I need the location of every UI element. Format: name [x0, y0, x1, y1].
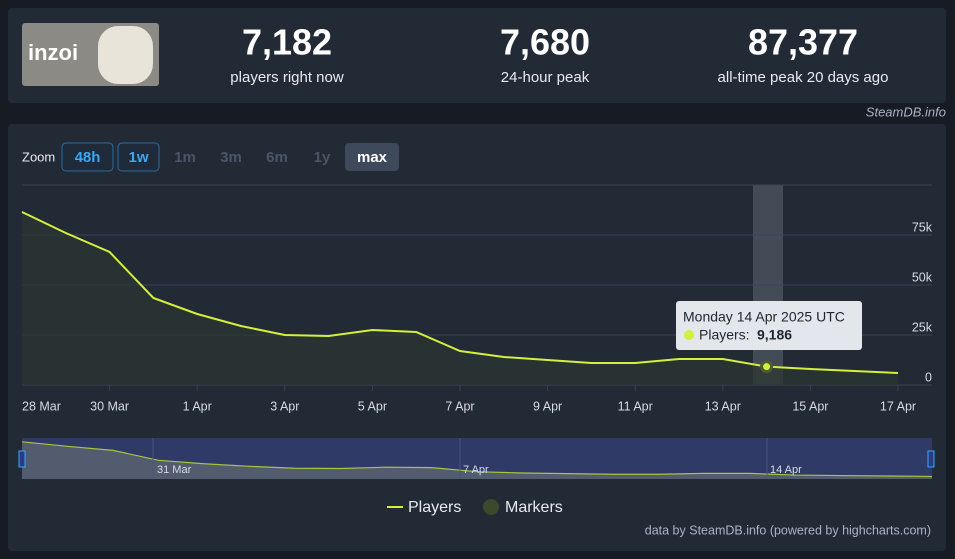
- y-tick-label: 25k: [912, 320, 933, 334]
- logo: inzoi: [28, 40, 78, 65]
- zoom-button-bg[interactable]: [61, 142, 114, 172]
- y-tick-label: 50k: [912, 270, 933, 284]
- zoom-button[interactable]: max: [357, 149, 388, 166]
- x-tick-label: 28 Mar: [22, 399, 61, 413]
- x-tick-label: 15 Apr: [792, 399, 828, 413]
- nav-handle[interactable]: [927, 450, 935, 468]
- nav-handle[interactable]: [18, 450, 26, 468]
- x-tick-label: 1 Apr: [183, 399, 212, 413]
- stat-value: 7,182: [242, 22, 332, 63]
- y-tick-label: 75k: [912, 220, 933, 234]
- source: SteamDB.info: [866, 104, 946, 119]
- tooltip-label: Players:: [699, 327, 750, 343]
- stat-label: players right now: [230, 69, 344, 86]
- zoom-button[interactable]: 1m: [174, 149, 196, 166]
- zoom-button-bg[interactable]: [345, 143, 399, 171]
- nav-label: 14 Apr: [770, 464, 802, 476]
- nav-area: [22, 441, 932, 479]
- cat-image: [98, 26, 153, 84]
- tooltip-value: 9,186: [757, 327, 792, 343]
- legend-item[interactable]: Markers: [505, 499, 563, 516]
- legend-swatch: [483, 499, 499, 515]
- series-line: [21, 211, 899, 374]
- x-tick-label: 17 Apr: [880, 399, 916, 413]
- stat-label: all-time peak 20 days ago: [718, 69, 889, 86]
- x-tick-label: 13 Apr: [705, 399, 741, 413]
- navigator-series: [21, 438, 933, 479]
- y-tick-label: 0: [925, 370, 932, 384]
- stat-value: 87,377: [748, 22, 858, 63]
- nav-label: 7 Apr: [463, 464, 489, 476]
- x-tick-label: 7 Apr: [445, 399, 474, 413]
- tooltip-date: Monday 14 Apr 2025 UTC: [683, 309, 845, 325]
- zoom-button[interactable]: 1y: [314, 149, 331, 166]
- tooltip-box: [676, 301, 862, 350]
- credits[interactable]: data by SteamDB.info (powered by highcha…: [645, 523, 931, 537]
- nav-label: 31 Mar: [157, 464, 192, 476]
- x-tick-label: 3 Apr: [270, 399, 299, 413]
- zoom-label: Zoom: [22, 149, 55, 164]
- zoom-button[interactable]: 6m: [266, 149, 288, 166]
- stats-card: [8, 8, 946, 103]
- zoom-button[interactable]: 48h: [75, 149, 101, 166]
- x-tick-label: 5 Apr: [358, 399, 387, 413]
- x-tick-label: 30 Mar: [90, 399, 129, 413]
- area: [22, 212, 898, 385]
- nav-line: [21, 441, 933, 478]
- zoom-button[interactable]: 1w: [128, 149, 148, 166]
- zoom-buttons: 48h 1w 1m 3m 6m 1y max: [61, 142, 399, 172]
- tooltip-dot: [684, 330, 694, 340]
- hover-point: [760, 360, 774, 374]
- legend-item[interactable]: Players: [408, 499, 461, 516]
- tooltip: Monday 14 Apr 2025 UTC Players: 9,186: [676, 301, 862, 350]
- stat-value: 7,680: [500, 22, 590, 63]
- x-tick-label: 11 Apr: [618, 399, 653, 413]
- zoom-button[interactable]: 3m: [220, 149, 242, 166]
- zoom-button-bg[interactable]: [117, 142, 160, 172]
- x-tick-label: 9 Apr: [533, 399, 562, 413]
- stat-label: 24-hour peak: [501, 69, 590, 86]
